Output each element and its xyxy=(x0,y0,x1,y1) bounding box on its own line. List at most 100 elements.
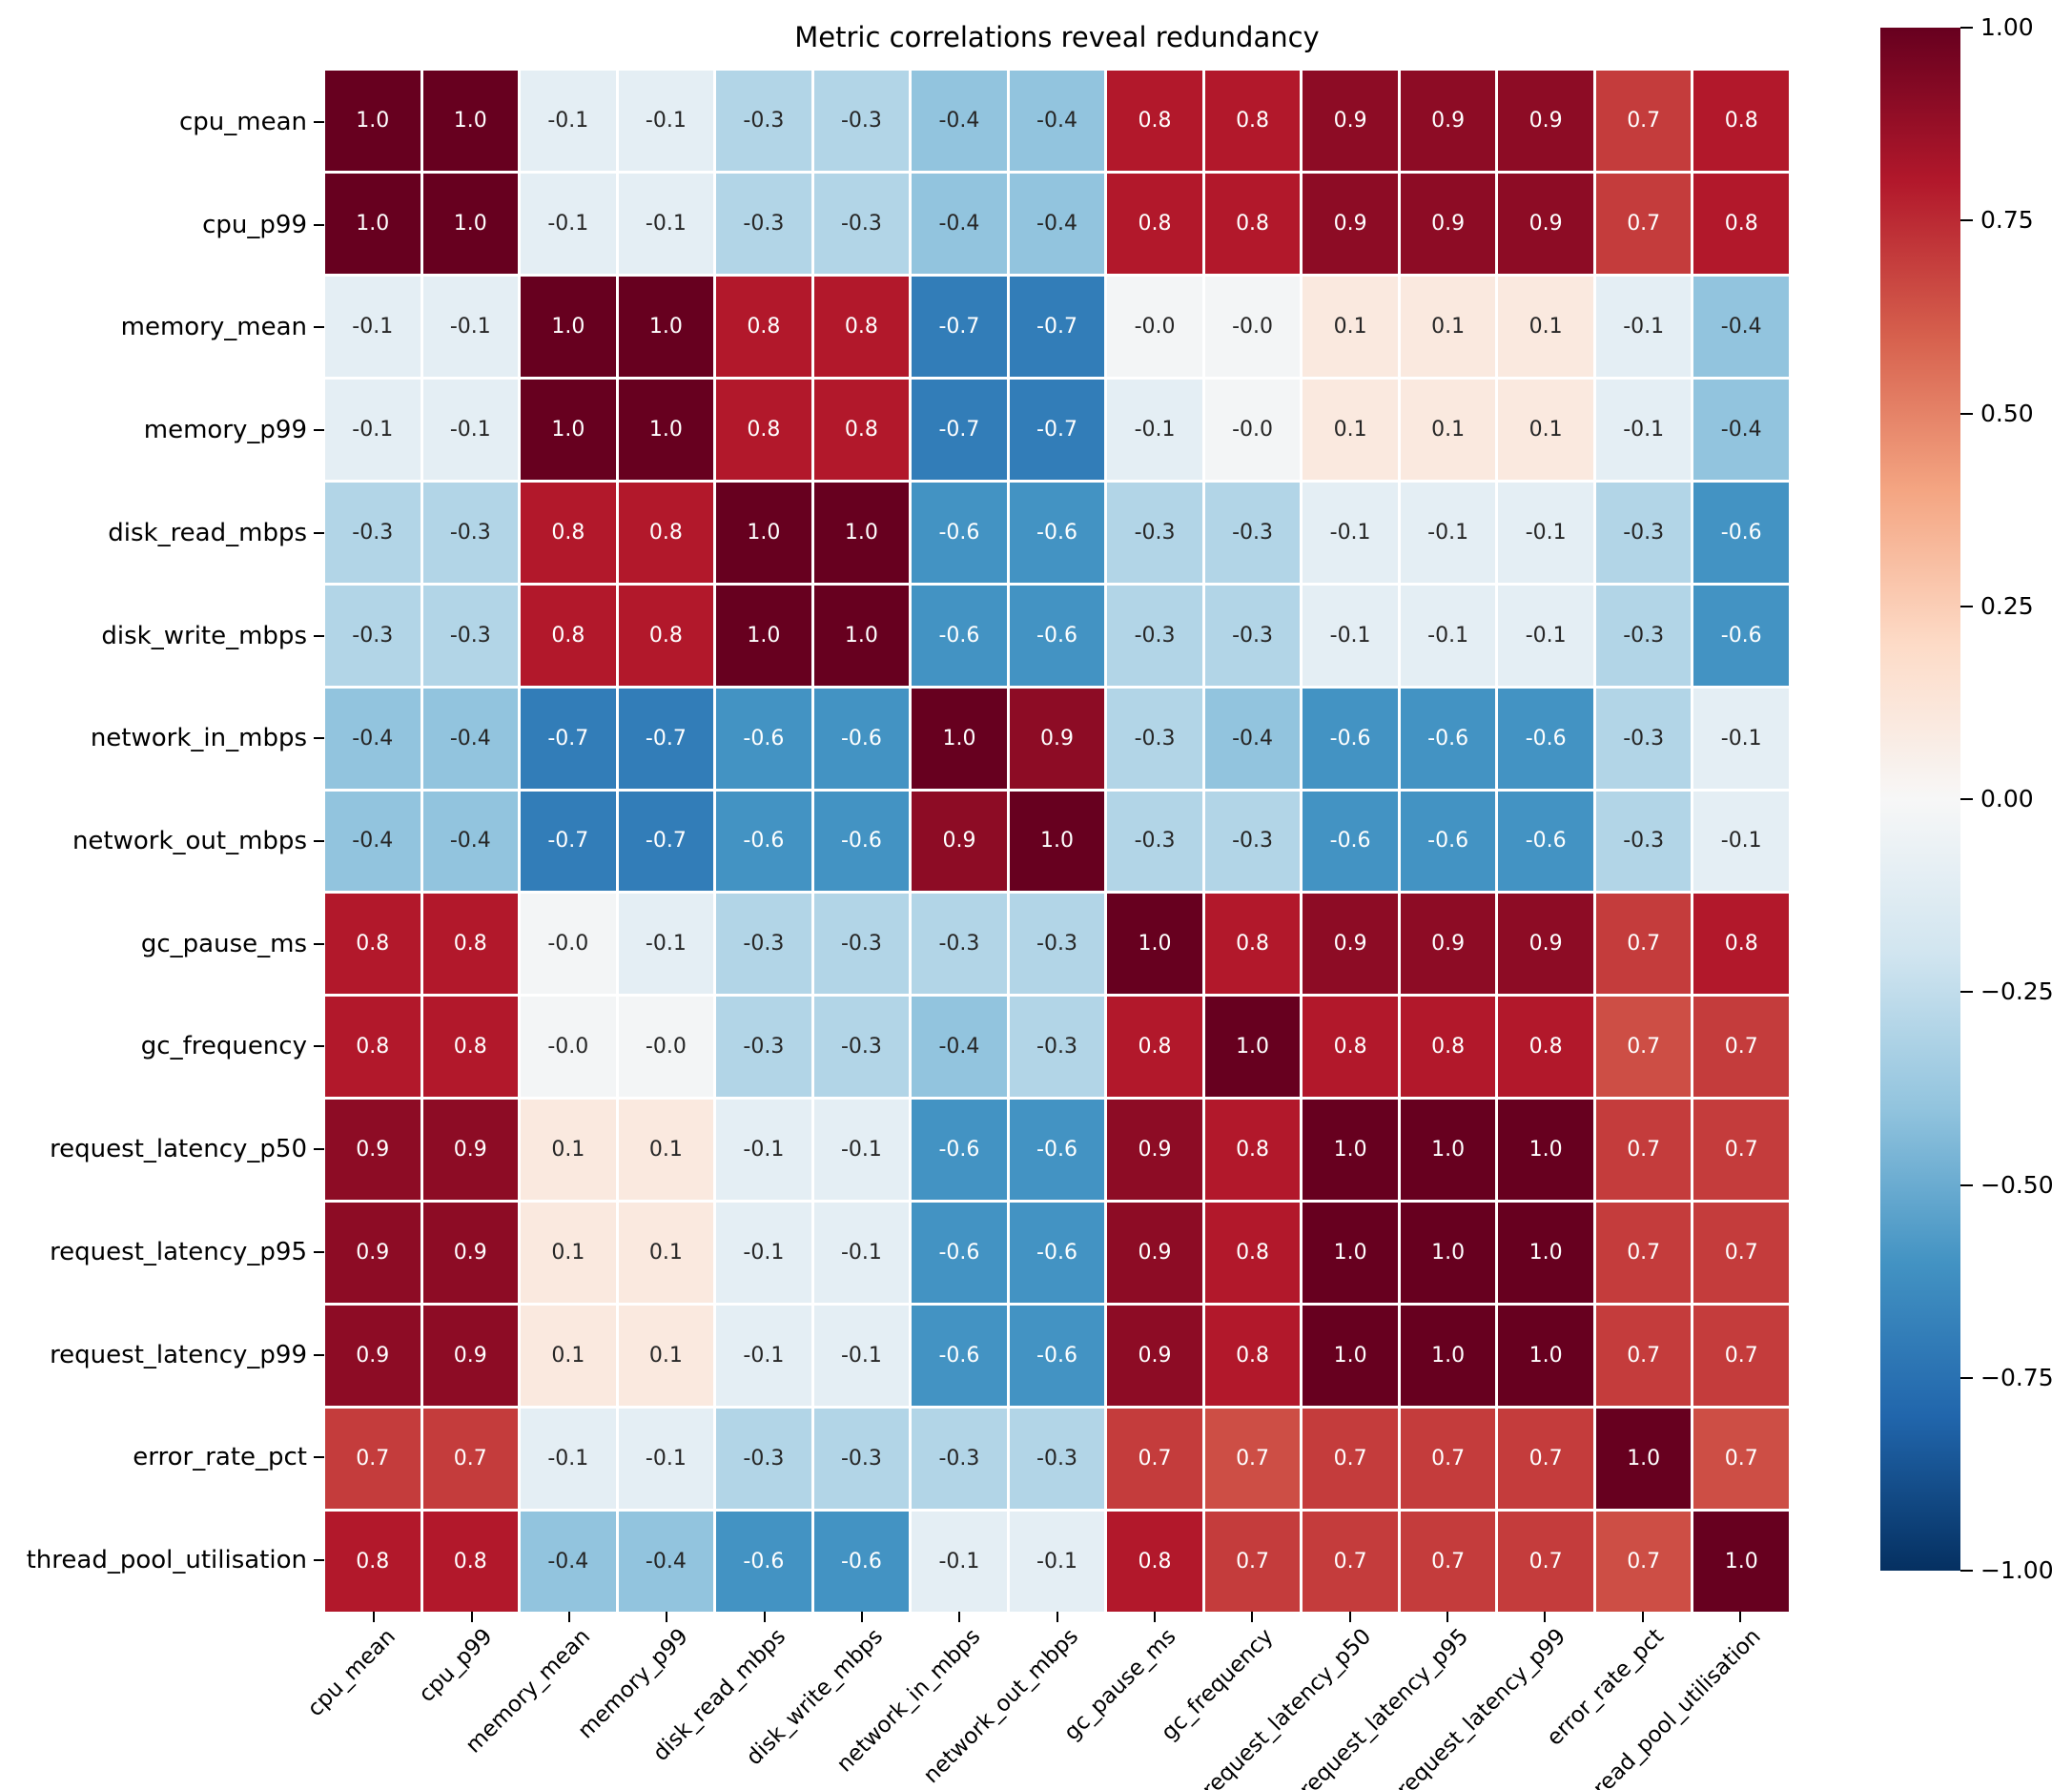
heatmap-cell: 0.9 xyxy=(1400,71,1496,171)
y-tick-label: gc_pause_ms xyxy=(140,929,307,958)
heatmap-cell: 0.9 xyxy=(422,1100,519,1201)
x-axis-tick xyxy=(1446,1612,1448,1622)
heatmap-cell: 0.8 xyxy=(813,276,910,377)
heatmap-cell: -0.6 xyxy=(912,1306,1007,1407)
heatmap-cell: 0.8 xyxy=(1204,1306,1301,1407)
heatmap-cell: 0.9 xyxy=(325,1203,421,1304)
heatmap-cell: -0.3 xyxy=(422,482,519,583)
heatmap-cell: -0.3 xyxy=(1107,791,1202,892)
heatmap-cell: -0.3 xyxy=(1204,482,1301,583)
heatmap-cell: 0.1 xyxy=(1400,276,1496,377)
y-tick-label: cpu_p99 xyxy=(202,210,307,239)
heatmap-cell: 1.0 xyxy=(422,71,519,171)
heatmap-cell: -0.4 xyxy=(422,791,519,892)
heatmap-cell: -0.1 xyxy=(1400,585,1496,686)
heatmap-cell: -0.7 xyxy=(912,276,1007,377)
heatmap-cell: -0.3 xyxy=(716,173,811,274)
heatmap-cell: 0.1 xyxy=(1498,276,1593,377)
heatmap-cell: -0.3 xyxy=(1595,585,1692,686)
chart-title: Metric correlations reveal redundancy xyxy=(794,21,1320,53)
heatmap-cell: 1.0 xyxy=(1595,1409,1692,1510)
heatmap-cell: -0.1 xyxy=(1009,1512,1105,1612)
heatmap-cell: 1.0 xyxy=(813,585,910,686)
heatmap-cell: 1.0 xyxy=(716,585,811,686)
heatmap-cell: 0.8 xyxy=(325,997,421,1098)
heatmap-cell: 0.7 xyxy=(1204,1409,1301,1510)
x-axis-tick xyxy=(373,1612,376,1622)
colorbar-tick-label: 0.50 xyxy=(1980,399,2034,427)
y-axis-tick xyxy=(314,223,324,226)
y-tick-label: request_latency_p95 xyxy=(50,1237,307,1266)
heatmap-cell: -0.7 xyxy=(521,688,616,789)
heatmap-cell: -0.1 xyxy=(813,1203,910,1304)
heatmap-cell: -0.1 xyxy=(1303,482,1398,583)
colorbar-gradient xyxy=(1880,28,1960,1571)
heatmap-cell: -0.3 xyxy=(912,894,1007,995)
heatmap-cell: -0.1 xyxy=(618,173,714,274)
heatmap-cell: 0.9 xyxy=(1303,894,1398,995)
heatmap-cell: 0.8 xyxy=(1693,173,1789,274)
heatmap-cell: 0.9 xyxy=(325,1100,421,1201)
heatmap-cell: -0.4 xyxy=(912,997,1007,1098)
x-axis-tick xyxy=(1738,1612,1741,1622)
heatmap-cell: 0.7 xyxy=(422,1409,519,1510)
heatmap-cell: 1.0 xyxy=(521,379,616,480)
y-tick-label: memory_mean xyxy=(120,313,307,342)
heatmap-cell: -0.6 xyxy=(1693,482,1789,583)
heatmap-cell: 1.0 xyxy=(325,71,421,171)
heatmap-cell: 0.7 xyxy=(1595,173,1692,274)
heatmap-cell: 0.7 xyxy=(1498,1512,1593,1612)
heatmap-cell: -0.3 xyxy=(1595,482,1692,583)
heatmap-cell: -0.4 xyxy=(912,71,1007,171)
heatmap-cell: 0.8 xyxy=(325,894,421,995)
heatmap-cell: -0.1 xyxy=(716,1306,811,1407)
heatmap-cell: -0.1 xyxy=(716,1203,811,1304)
heatmap-cell: 0.8 xyxy=(618,482,714,583)
heatmap-cell: -0.6 xyxy=(1400,688,1496,789)
heatmap-cell: 0.1 xyxy=(618,1100,714,1201)
heatmap-cell: 0.1 xyxy=(521,1100,616,1201)
x-axis-tick xyxy=(1348,1612,1351,1622)
y-axis-tick xyxy=(314,1045,324,1048)
heatmap-cell: 0.8 xyxy=(1107,1512,1202,1612)
heatmap-cell: 0.8 xyxy=(1400,997,1496,1098)
heatmap-cell: 0.7 xyxy=(325,1409,421,1510)
heatmap-cell: 0.8 xyxy=(716,276,811,377)
y-tick-label: disk_write_mbps xyxy=(101,621,307,650)
heatmap-cell: 1.0 xyxy=(813,482,910,583)
heatmap-cell: 0.9 xyxy=(1400,894,1496,995)
colorbar-tick xyxy=(1960,412,1973,415)
heatmap-cell: 0.1 xyxy=(618,1203,714,1304)
heatmap-cell: -0.6 xyxy=(1009,482,1105,583)
colorbar-tick-label: −0.50 xyxy=(1980,1170,2054,1199)
colorbar-tick-label: −0.25 xyxy=(1980,977,2054,1006)
y-tick-label: disk_read_mbps xyxy=(108,518,307,547)
heatmap-cell: -0.3 xyxy=(1107,482,1202,583)
heatmap-cell: 0.8 xyxy=(1204,173,1301,274)
y-axis-tick xyxy=(314,634,324,637)
heatmap-cell: -0.1 xyxy=(422,276,519,377)
heatmap-cell: -0.6 xyxy=(912,1100,1007,1201)
heatmap-cell: 0.7 xyxy=(1693,1203,1789,1304)
heatmap-cell: 0.9 xyxy=(912,791,1007,892)
heatmap-cell: 0.8 xyxy=(1204,1100,1301,1201)
heatmap-cell: -0.1 xyxy=(521,1409,616,1510)
x-axis-tick xyxy=(1544,1612,1547,1622)
heatmap-cell: 0.7 xyxy=(1693,997,1789,1098)
heatmap-cell: -0.1 xyxy=(813,1100,910,1201)
heatmap-cell: 0.9 xyxy=(1303,71,1398,171)
heatmap-cell: 0.9 xyxy=(1498,173,1593,274)
heatmap-cell: -0.1 xyxy=(325,379,421,480)
heatmap-cell: 0.8 xyxy=(521,585,616,686)
x-axis-tick xyxy=(470,1612,473,1622)
heatmap-cell: -0.6 xyxy=(1009,1203,1105,1304)
heatmap-cell: -0.3 xyxy=(1009,997,1105,1098)
y-axis-tick xyxy=(314,1559,324,1562)
heatmap-cell: 0.8 xyxy=(325,1512,421,1612)
heatmap-cell: -0.6 xyxy=(1009,1306,1105,1407)
y-axis-tick xyxy=(314,840,324,842)
heatmap-cell: 1.0 xyxy=(1400,1203,1496,1304)
heatmap-cell: -0.4 xyxy=(1009,173,1105,274)
heatmap-cell: 0.8 xyxy=(422,997,519,1098)
heatmap-cell: -0.1 xyxy=(1107,379,1202,480)
